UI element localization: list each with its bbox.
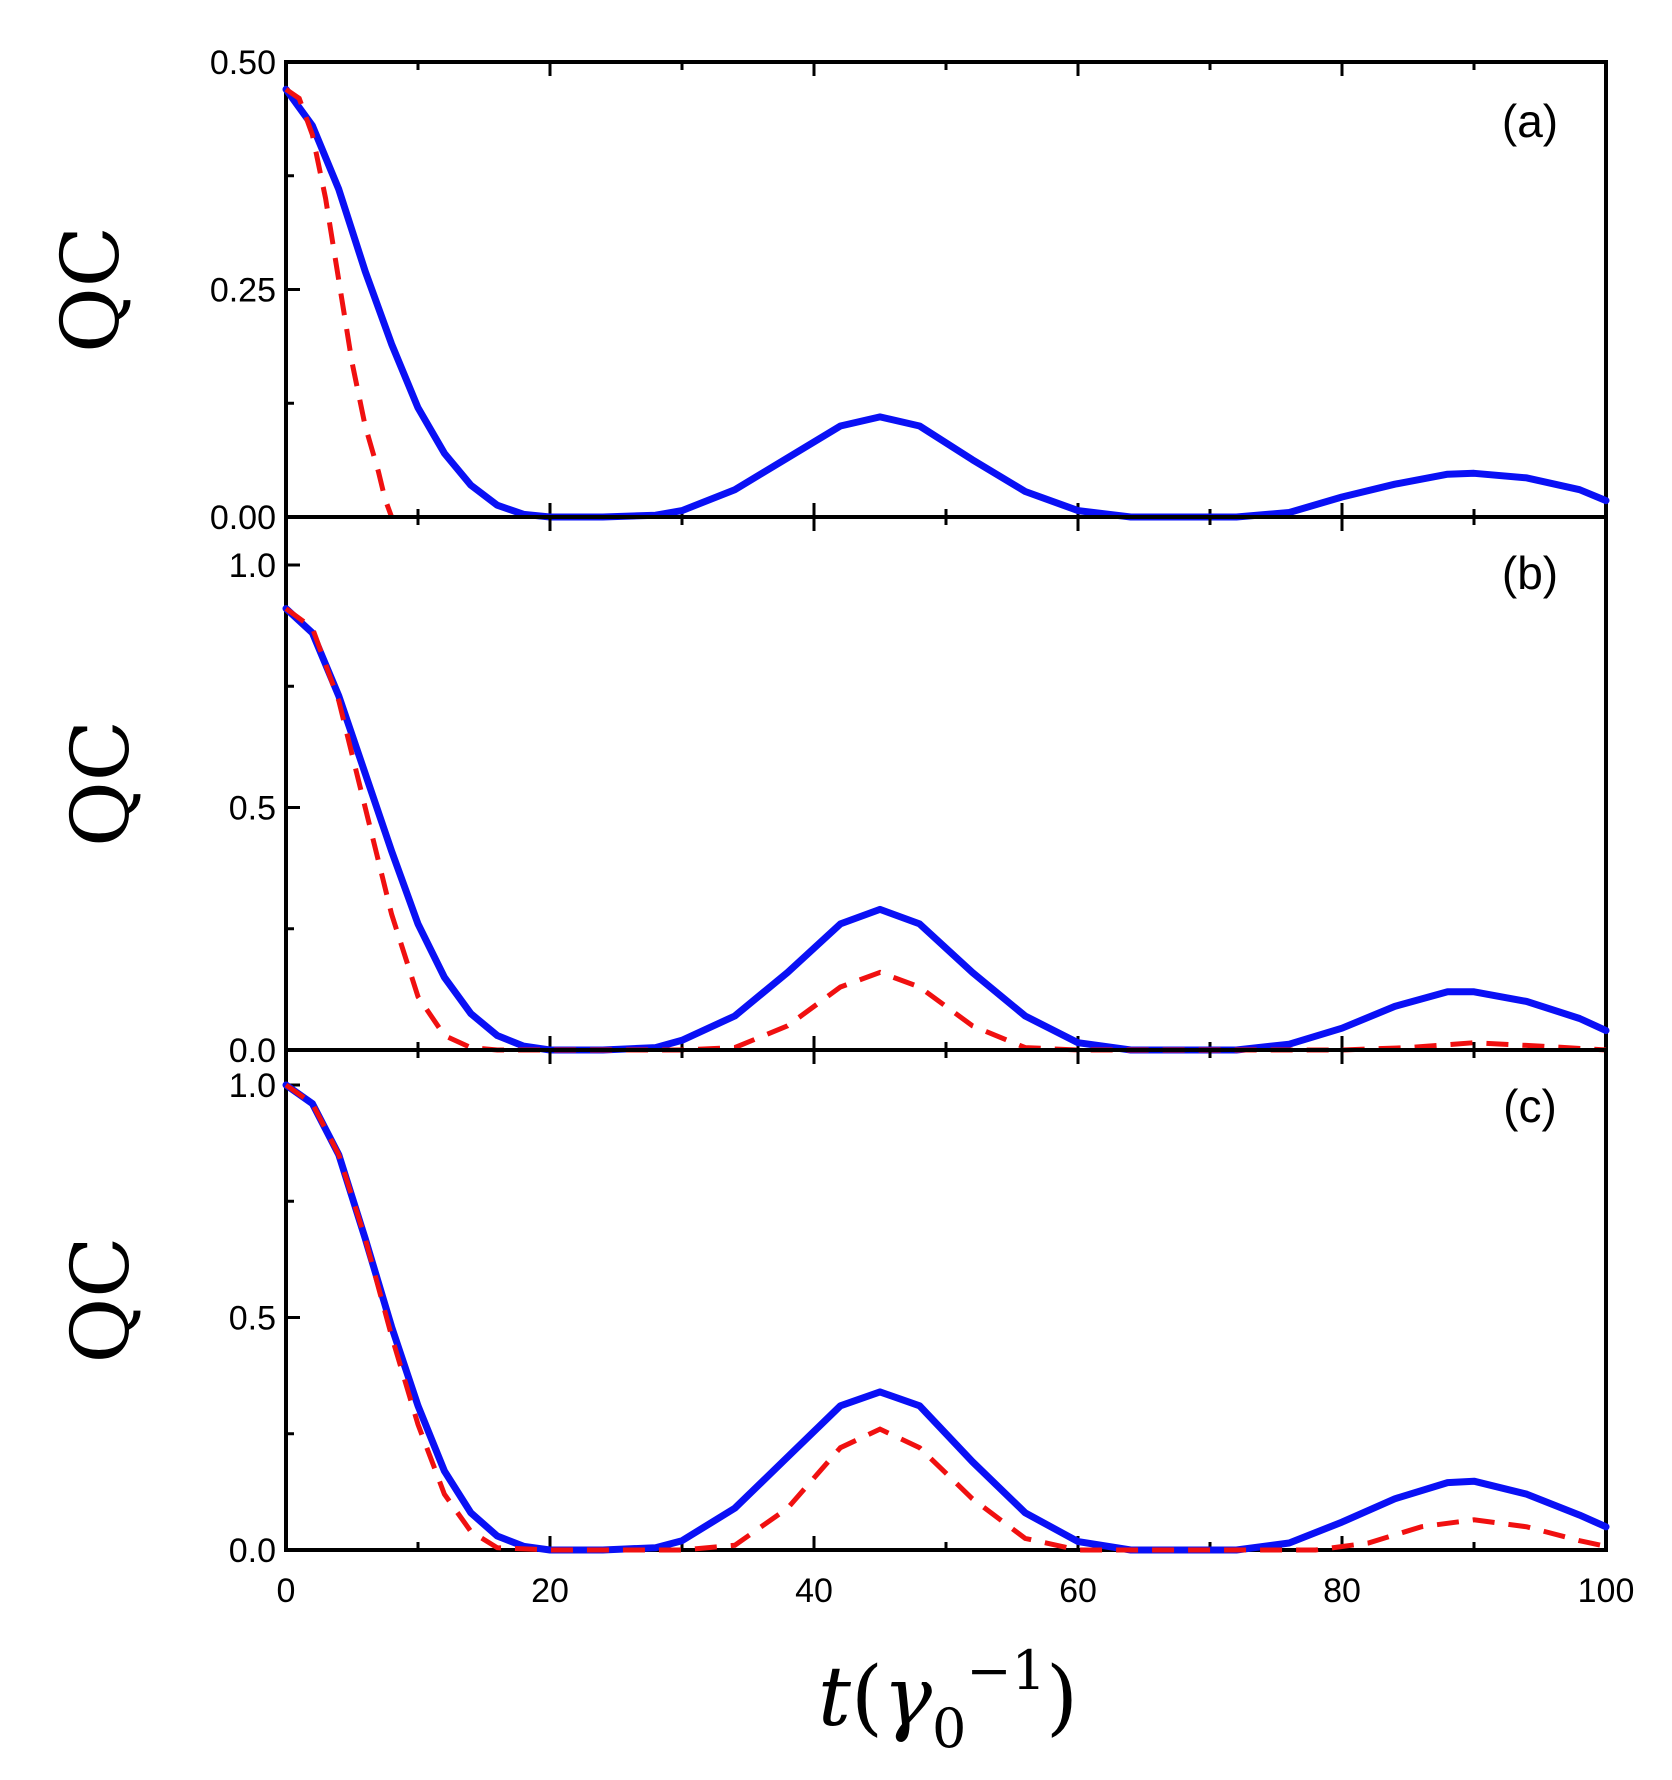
y-tick-label: 0.5	[229, 790, 276, 828]
x-tick-label: 20	[531, 1572, 569, 1610]
x-tick-label: 60	[1059, 1572, 1097, 1610]
panel-0: 0.00 0.25 0.50 QC (a)	[44, 44, 1610, 537]
x-axis-label: t(γ0−1)	[818, 1639, 1078, 1760]
y-tick-label: 0.5	[229, 1300, 276, 1338]
x-axis-label-t: t	[818, 1650, 852, 1745]
y-tick-label: 1.0	[229, 1067, 276, 1105]
series-solid	[282, 85, 1610, 521]
series-dashed	[284, 1082, 1607, 1553]
panel-label: (c)	[1503, 1080, 1557, 1132]
y-axis-label: QC	[54, 720, 147, 847]
x-tick-label: 0	[277, 1572, 296, 1610]
panel-label: (a)	[1502, 95, 1558, 147]
y-tick-label: 0.25	[210, 272, 276, 310]
panel-1: 0.0 0.5 1.0 QC (b)	[54, 515, 1610, 1070]
y-tick-label: 0.50	[210, 44, 276, 82]
panel-frame	[284, 1048, 1608, 1552]
y-tick-label: 0.0	[229, 1032, 276, 1070]
x-tick-label: 100	[1578, 1572, 1635, 1610]
panels: 0.00 0.25 0.50 QC (a) 0.0 0.5 1.0 QC (b) 0.0 0.5 1.0…	[44, 44, 1634, 1610]
panel-frame	[284, 515, 1608, 1052]
panel-label: (b)	[1502, 547, 1558, 599]
y-tick-label: 0.0	[229, 1532, 276, 1570]
y-tick-label: 1.0	[229, 547, 276, 585]
series-solid	[282, 1081, 1610, 1554]
series-dashed	[284, 87, 394, 518]
y-tick-label: 0.00	[210, 499, 276, 537]
series-dashed	[284, 606, 1607, 1053]
series-solid	[282, 605, 1610, 1054]
y-axis-label: QC	[44, 226, 137, 353]
panel-2: 0.0 0.5 1.0 QC (c) 0 20 40 60 80 100	[54, 1048, 1635, 1610]
panel-frame	[284, 60, 1608, 519]
y-axis-label: QC	[54, 1237, 147, 1364]
x-tick-label: 80	[1323, 1572, 1361, 1610]
x-tick-label: 40	[795, 1572, 833, 1610]
